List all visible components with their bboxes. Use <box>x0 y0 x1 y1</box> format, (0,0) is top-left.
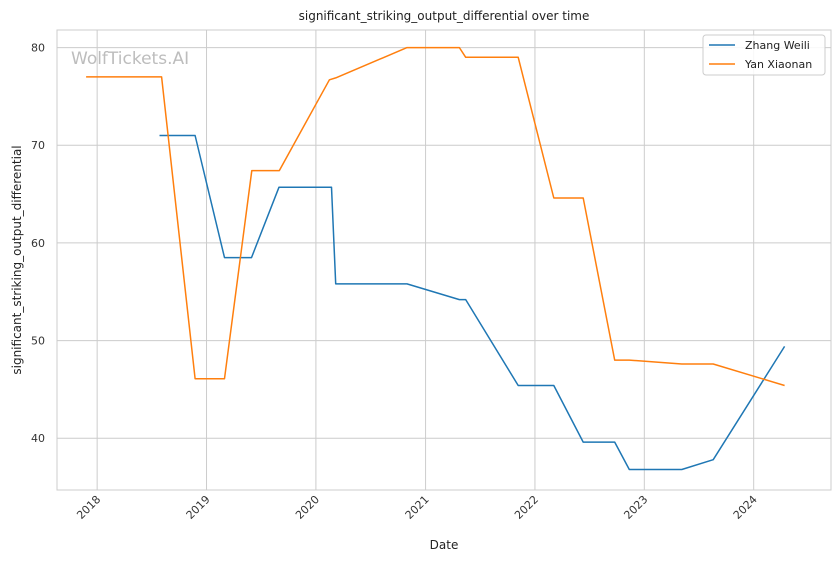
data-point-yan-xiaonan <box>784 385 786 387</box>
data-point-yan-xiaonan <box>251 170 253 172</box>
data-point-yan-xiaonan <box>85 76 87 78</box>
data-point-zhang-weili <box>335 283 337 285</box>
legend-label-zhang-weili: Zhang Weili <box>745 39 810 52</box>
y-axis-label: significant_striking_output_differential <box>10 145 24 374</box>
data-point-yan-xiaonan <box>582 197 584 199</box>
data-point-zhang-weili <box>251 257 253 259</box>
watermark: WolfTickets.AI <box>71 49 189 69</box>
data-point-yan-xiaonan <box>335 77 337 79</box>
data-point-yan-xiaonan <box>614 359 616 361</box>
y-tick-label: 60 <box>31 237 45 250</box>
data-point-yan-xiaonan <box>406 47 408 49</box>
data-point-zhang-weili <box>459 299 461 301</box>
legend-label-yan-xiaonan: Yan Xiaonan <box>744 58 812 71</box>
y-tick-label: 50 <box>31 335 45 348</box>
data-point-zhang-weili <box>331 186 333 188</box>
data-point-zhang-weili <box>159 135 161 137</box>
series-line-zhang-weili <box>159 134 786 471</box>
data-point-zhang-weili <box>614 441 616 443</box>
data-point-zhang-weili <box>406 283 408 285</box>
legend: Zhang Weili Yan Xiaonan <box>702 34 826 76</box>
data-point-yan-xiaonan <box>161 76 163 78</box>
data-point-zhang-weili <box>553 385 555 387</box>
data-point-yan-xiaonan <box>629 359 631 361</box>
x-axis-label: Date <box>430 538 459 552</box>
data-point-zhang-weili <box>278 186 280 188</box>
data-point-zhang-weili <box>582 441 584 443</box>
series-line-yan-xiaonan <box>86 46 785 387</box>
y-tick-label: 40 <box>31 432 45 445</box>
y-tick-label: 80 <box>31 42 45 55</box>
data-point-zhang-weili <box>517 385 519 387</box>
plot-frame <box>56 29 832 491</box>
data-point-yan-xiaonan <box>329 79 331 81</box>
chart-title: significant_striking_output_differential… <box>299 9 590 23</box>
data-point-yan-xiaonan <box>279 170 281 172</box>
data-point-zhang-weili <box>712 459 714 461</box>
data-point-yan-xiaonan <box>459 47 461 49</box>
data-point-zhang-weili <box>194 135 196 137</box>
data-point-zhang-weili <box>629 469 631 471</box>
series-lines <box>85 46 786 471</box>
data-point-yan-xiaonan <box>194 378 196 380</box>
data-point-yan-xiaonan <box>224 378 226 380</box>
data-point-yan-xiaonan <box>553 197 555 199</box>
data-point-zhang-weili <box>465 299 467 301</box>
data-point-yan-xiaonan <box>517 57 519 59</box>
data-point-yan-xiaonan <box>465 57 467 59</box>
data-point-yan-xiaonan <box>681 363 683 365</box>
data-point-zhang-weili <box>784 346 786 348</box>
grid <box>57 30 831 490</box>
y-tick-label: 70 <box>31 139 45 152</box>
data-point-yan-xiaonan <box>712 363 714 365</box>
data-point-zhang-weili <box>224 257 226 259</box>
data-point-zhang-weili <box>681 469 683 471</box>
